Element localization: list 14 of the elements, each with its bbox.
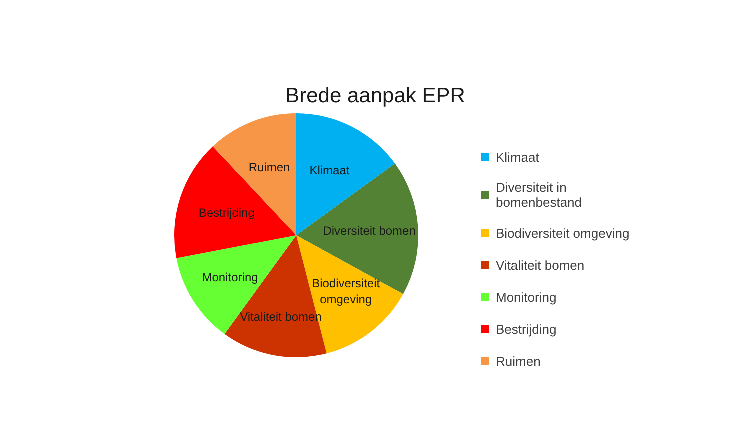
data-label: Monitoring [202,270,258,285]
legend-label: Vitaliteit bomen [496,256,585,274]
chart-title: Brede aanpak EPR [286,84,466,108]
legend-label: Bestrijding [496,320,557,338]
data-label: Bestrijding [198,206,255,220]
data-label: Ruimen [248,160,290,174]
legend-label: Biodiversiteit omgeving [496,224,630,242]
data-label: Biodiversiteit omgeving [312,276,381,306]
legend-label: Klimaat [496,148,540,166]
data-label: Diversiteit bomen [323,224,416,238]
legend-label: Diversiteit in bomenbestand [496,180,582,210]
legend-label: Ruimen [496,352,541,370]
legend-label: Monitoring [496,288,557,306]
data-label: Klimaat [310,163,350,178]
